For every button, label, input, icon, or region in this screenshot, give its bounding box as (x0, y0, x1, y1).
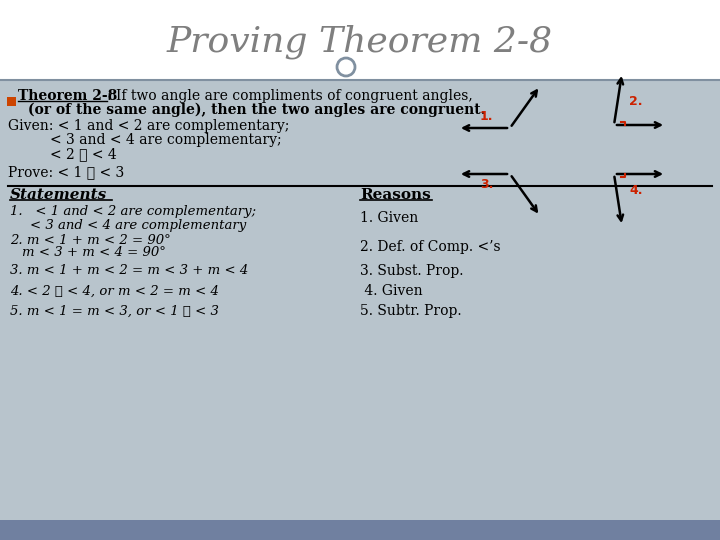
Text: : If two angle are compliments of congruent angles,: : If two angle are compliments of congru… (107, 89, 473, 103)
Text: 1.   < 1 and < 2 are complementary;: 1. < 1 and < 2 are complementary; (10, 206, 256, 219)
Text: 3.: 3. (480, 178, 493, 191)
Text: 5. m < 1 = m < 3, or < 1 ≅ < 3: 5. m < 1 = m < 3, or < 1 ≅ < 3 (10, 305, 219, 318)
Text: 2. Def. of Comp. <’s: 2. Def. of Comp. <’s (360, 240, 500, 254)
Text: 2. m < 1 + m < 2 = 90°: 2. m < 1 + m < 2 = 90° (10, 233, 171, 246)
Text: 1. Given: 1. Given (360, 211, 418, 225)
Text: Given: < 1 and < 2 are complementary;: Given: < 1 and < 2 are complementary; (8, 119, 289, 133)
Text: Theorem 2-8: Theorem 2-8 (18, 89, 117, 103)
Text: m < 3 + m < 4 = 90°: m < 3 + m < 4 = 90° (22, 246, 166, 260)
Text: Statements: Statements (10, 188, 107, 202)
Text: 2.: 2. (629, 95, 642, 108)
Text: < 2 ≅ < 4: < 2 ≅ < 4 (50, 147, 117, 161)
Text: Reasons: Reasons (360, 188, 431, 202)
Text: 5. Subtr. Prop.: 5. Subtr. Prop. (360, 304, 462, 318)
Text: < 3 and < 4 are complementary;: < 3 and < 4 are complementary; (50, 133, 282, 147)
Text: Prove: < 1 ≅ < 3: Prove: < 1 ≅ < 3 (8, 165, 125, 179)
Text: Proving Theorem 2-8: Proving Theorem 2-8 (167, 25, 553, 59)
Text: < 3 and < 4 are complementary: < 3 and < 4 are complementary (30, 219, 246, 232)
Text: 4.: 4. (629, 184, 642, 197)
Text: 3. m < 1 + m < 2 = m < 3 + m < 4: 3. m < 1 + m < 2 = m < 3 + m < 4 (10, 265, 248, 278)
FancyBboxPatch shape (7, 97, 16, 106)
FancyBboxPatch shape (0, 520, 720, 540)
Text: 4. < 2 ≅ < 4, or m < 2 = m < 4: 4. < 2 ≅ < 4, or m < 2 = m < 4 (10, 285, 219, 298)
Text: 1.: 1. (480, 110, 493, 123)
Text: (or of the same angle), then the two angles are congruent.: (or of the same angle), then the two ang… (28, 103, 485, 117)
Text: 3. Subst. Prop.: 3. Subst. Prop. (360, 264, 464, 278)
Text: 4. Given: 4. Given (360, 284, 423, 298)
FancyBboxPatch shape (0, 0, 720, 80)
